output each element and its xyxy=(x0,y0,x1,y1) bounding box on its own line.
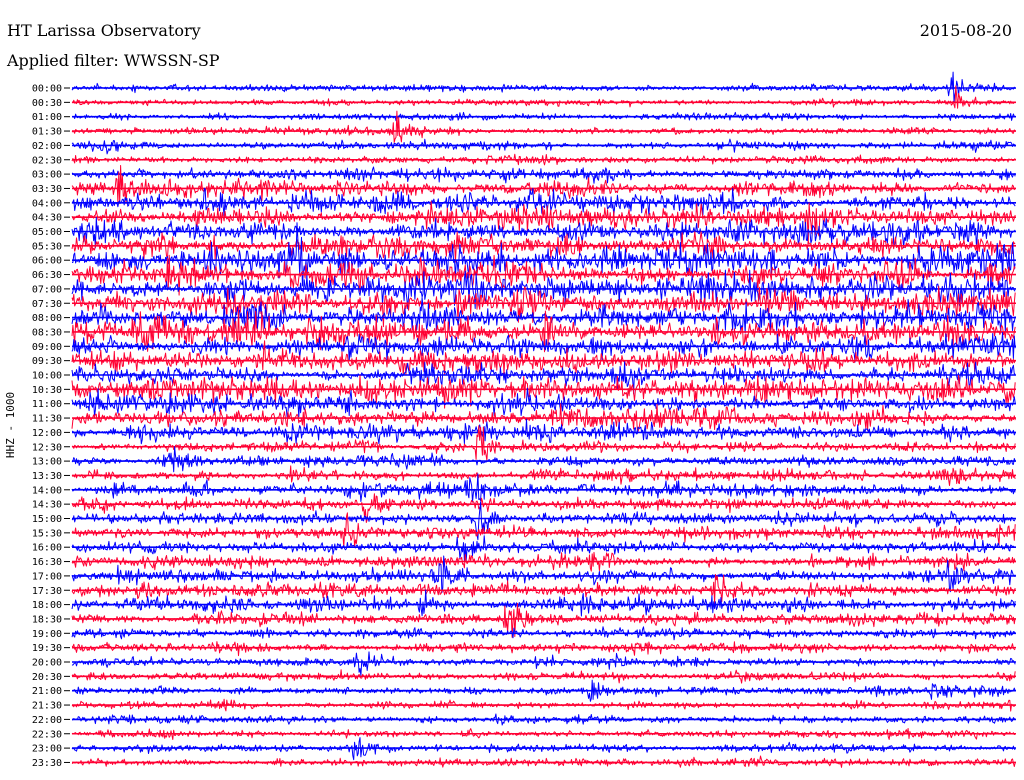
tick-label: 23:30 xyxy=(32,758,62,769)
trace-1400 xyxy=(71,473,1016,503)
trace-0000 xyxy=(71,71,1016,103)
tick-label: 09:00 xyxy=(32,342,62,353)
tick-label: 22:00 xyxy=(32,715,62,726)
trace-1200 xyxy=(71,418,1016,445)
tick-label: 16:00 xyxy=(32,543,62,554)
trace-0200 xyxy=(71,138,1016,155)
tick-label: 06:00 xyxy=(32,256,62,267)
tick-label: 07:00 xyxy=(32,284,62,295)
tick-label: 19:00 xyxy=(32,629,62,640)
tick-label: 20:30 xyxy=(32,672,62,683)
date-label: 2015-08-20 xyxy=(919,21,1012,40)
tick-label: 16:30 xyxy=(32,557,62,568)
tick-label: 17:00 xyxy=(32,571,62,582)
trace-0230 xyxy=(71,153,1016,166)
tick-label: 03:30 xyxy=(32,184,62,195)
tick-label: 18:00 xyxy=(32,600,62,611)
tick-label: 13:00 xyxy=(32,457,62,468)
tick-label: 14:00 xyxy=(32,485,62,496)
trace-0300 xyxy=(71,166,1016,184)
tick-label: 04:30 xyxy=(32,213,62,224)
trace-group xyxy=(71,71,1016,768)
tick-label: 21:00 xyxy=(32,686,62,697)
tick-label: 21:30 xyxy=(32,701,62,712)
trace-2100 xyxy=(71,679,1016,702)
trace-2000 xyxy=(71,651,1016,677)
trace-2030 xyxy=(71,669,1016,684)
trace-1430 xyxy=(71,493,1016,523)
trace-0430 xyxy=(71,200,1016,247)
tick-label: 12:00 xyxy=(32,428,62,439)
filter-label: Applied filter: WWSSN-SP xyxy=(7,51,220,70)
tick-label: 23:00 xyxy=(32,744,62,755)
trace-1700 xyxy=(71,555,1016,593)
trace-0400 xyxy=(71,187,1016,217)
tick-label: 06:30 xyxy=(32,270,62,281)
trace-0330 xyxy=(71,165,1016,205)
tick-label: 13:30 xyxy=(32,471,62,482)
tick-label: 07:30 xyxy=(32,299,62,310)
tick-label: 18:30 xyxy=(32,614,62,625)
trace-0030 xyxy=(71,85,1016,109)
tick-label: 17:30 xyxy=(32,586,62,597)
tick-label: 11:30 xyxy=(32,414,62,425)
time-axis: 00:00 00:30 01:00 01:30 02:00 02:30 03:00 03:30… xyxy=(32,84,70,769)
tick-label: 10:30 xyxy=(32,385,62,396)
tick-label: 02:00 xyxy=(32,141,62,152)
station-title: HT Larissa Observatory xyxy=(7,21,201,40)
tick-label: 12:30 xyxy=(32,442,62,453)
tick-label: 22:30 xyxy=(32,729,62,740)
trace-1830 xyxy=(71,602,1016,638)
tick-label: 03:00 xyxy=(32,170,62,181)
tick-label: 15:30 xyxy=(32,528,62,539)
tick-label: 02:30 xyxy=(32,155,62,166)
tick-label: 10:00 xyxy=(32,371,62,382)
tick-label: 19:30 xyxy=(32,643,62,654)
tick-label: 00:30 xyxy=(32,98,62,109)
channel-label: HHZ - 1000 xyxy=(4,392,17,458)
tick-label: 11:00 xyxy=(32,399,62,410)
trace-1930 xyxy=(71,641,1016,657)
trace-0730 xyxy=(71,285,1016,328)
tick-label: 00:00 xyxy=(32,84,62,95)
tick-label: 14:30 xyxy=(32,500,62,511)
tick-label: 20:00 xyxy=(32,658,62,669)
tick-label: 05:30 xyxy=(32,241,62,252)
trace-0630 xyxy=(71,254,1016,296)
trace-1030 xyxy=(71,374,1016,409)
tick-label: 09:30 xyxy=(32,356,62,367)
tick-label: 08:30 xyxy=(32,327,62,338)
tick-label: 08:00 xyxy=(32,313,62,324)
trace-0700 xyxy=(71,269,1016,310)
tick-label: 04:00 xyxy=(32,198,62,209)
trace-1500 xyxy=(71,501,1016,541)
tick-label: 01:00 xyxy=(32,112,62,123)
tick-label: 15:00 xyxy=(32,514,62,525)
tick-label: 05:00 xyxy=(32,227,62,238)
tick-label: 01:30 xyxy=(32,127,62,138)
trace-0930 xyxy=(71,340,1016,376)
